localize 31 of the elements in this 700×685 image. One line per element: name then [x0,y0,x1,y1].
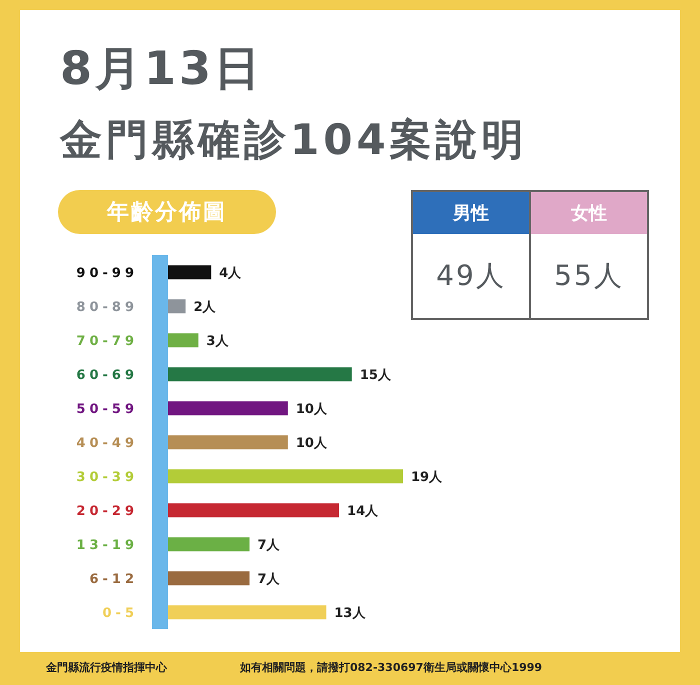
data-label: 49人 [435,258,507,294]
data-label: 3人 [206,334,230,350]
chart-title: 8月13日 [60,40,264,97]
y-tick-label: 60-69 [76,368,138,383]
category-label: 女性 [531,192,647,234]
text: 如有相關問題，請撥打082-330697衛生局或關懷中心1999 [240,660,542,675]
data-label: 19人 [411,470,444,486]
data-label: 4人 [219,266,242,282]
data-label: 15人 [360,368,392,384]
text: 年齡分佈圖 [58,190,276,234]
data-label: 14人 [347,504,380,520]
data-label: 7人 [258,572,281,588]
y-tick-label: 0-5 [102,606,138,621]
chart-subtitle: 金門縣確診104案說明 [60,114,528,166]
category-label: 男性 [413,192,529,234]
data-label: 55人 [553,258,625,294]
data-label: 13人 [334,606,366,622]
y-tick-label: 6-12 [89,572,138,587]
y-tick-label: 50-59 [76,402,138,417]
y-tick-label: 30-39 [76,470,138,485]
y-tick-label: 40-49 [76,436,138,451]
data-label: 2人 [194,300,217,316]
y-tick-label: 13-19 [76,538,138,553]
text: 金門縣流行疫情指揮中心 [46,660,167,675]
data-label: 7人 [258,538,281,554]
data-label: 10人 [296,402,328,418]
y-tick-label: 20-29 [76,504,138,519]
data-label: 10人 [296,436,328,452]
y-tick-label: 70-79 [76,334,138,349]
y-tick-label: 90-99 [76,266,138,281]
y-tick-label: 80-89 [76,300,138,315]
